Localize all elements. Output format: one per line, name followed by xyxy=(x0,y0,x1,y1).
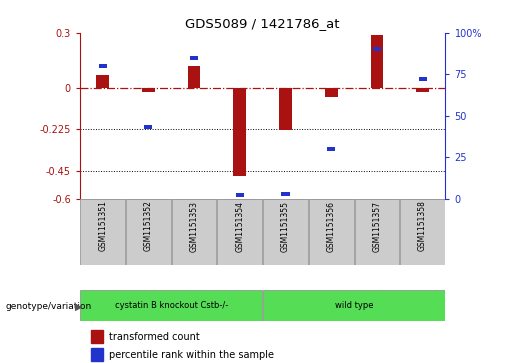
Bar xyxy=(373,47,381,51)
FancyBboxPatch shape xyxy=(126,199,171,265)
Bar xyxy=(281,192,289,196)
Bar xyxy=(98,64,107,68)
FancyBboxPatch shape xyxy=(80,290,262,321)
Bar xyxy=(327,147,335,151)
Text: GSM1151352: GSM1151352 xyxy=(144,201,153,252)
Bar xyxy=(91,330,103,343)
FancyBboxPatch shape xyxy=(263,290,445,321)
Bar xyxy=(233,88,246,176)
Bar xyxy=(416,88,429,92)
FancyBboxPatch shape xyxy=(400,199,445,265)
Text: GSM1151357: GSM1151357 xyxy=(372,201,382,252)
Bar xyxy=(144,125,152,129)
Text: GSM1151351: GSM1151351 xyxy=(98,201,107,252)
Text: GSM1151354: GSM1151354 xyxy=(235,201,244,252)
Text: GSM1151356: GSM1151356 xyxy=(327,201,336,252)
Bar xyxy=(419,77,427,81)
FancyBboxPatch shape xyxy=(263,199,308,265)
Bar xyxy=(279,88,292,130)
FancyBboxPatch shape xyxy=(354,199,399,265)
Text: ▶: ▶ xyxy=(75,302,82,312)
Text: GSM1151355: GSM1151355 xyxy=(281,201,290,252)
Bar xyxy=(370,36,383,88)
Text: transformed count: transformed count xyxy=(109,331,199,342)
Text: cystatin B knockout Cstb-/-: cystatin B knockout Cstb-/- xyxy=(115,301,228,310)
FancyBboxPatch shape xyxy=(309,199,354,265)
Text: wild type: wild type xyxy=(335,301,373,310)
Text: genotype/variation: genotype/variation xyxy=(5,302,91,311)
Bar xyxy=(236,193,244,197)
Text: percentile rank within the sample: percentile rank within the sample xyxy=(109,350,273,360)
Bar xyxy=(96,75,109,88)
Bar xyxy=(187,66,200,88)
FancyBboxPatch shape xyxy=(217,199,262,265)
FancyBboxPatch shape xyxy=(80,199,125,265)
Bar xyxy=(91,348,103,361)
Title: GDS5089 / 1421786_at: GDS5089 / 1421786_at xyxy=(185,17,340,30)
Bar xyxy=(325,88,338,97)
FancyBboxPatch shape xyxy=(171,199,216,265)
Text: GSM1151353: GSM1151353 xyxy=(190,201,199,252)
Text: GSM1151358: GSM1151358 xyxy=(418,201,427,252)
Bar xyxy=(142,88,155,92)
Bar xyxy=(190,56,198,60)
